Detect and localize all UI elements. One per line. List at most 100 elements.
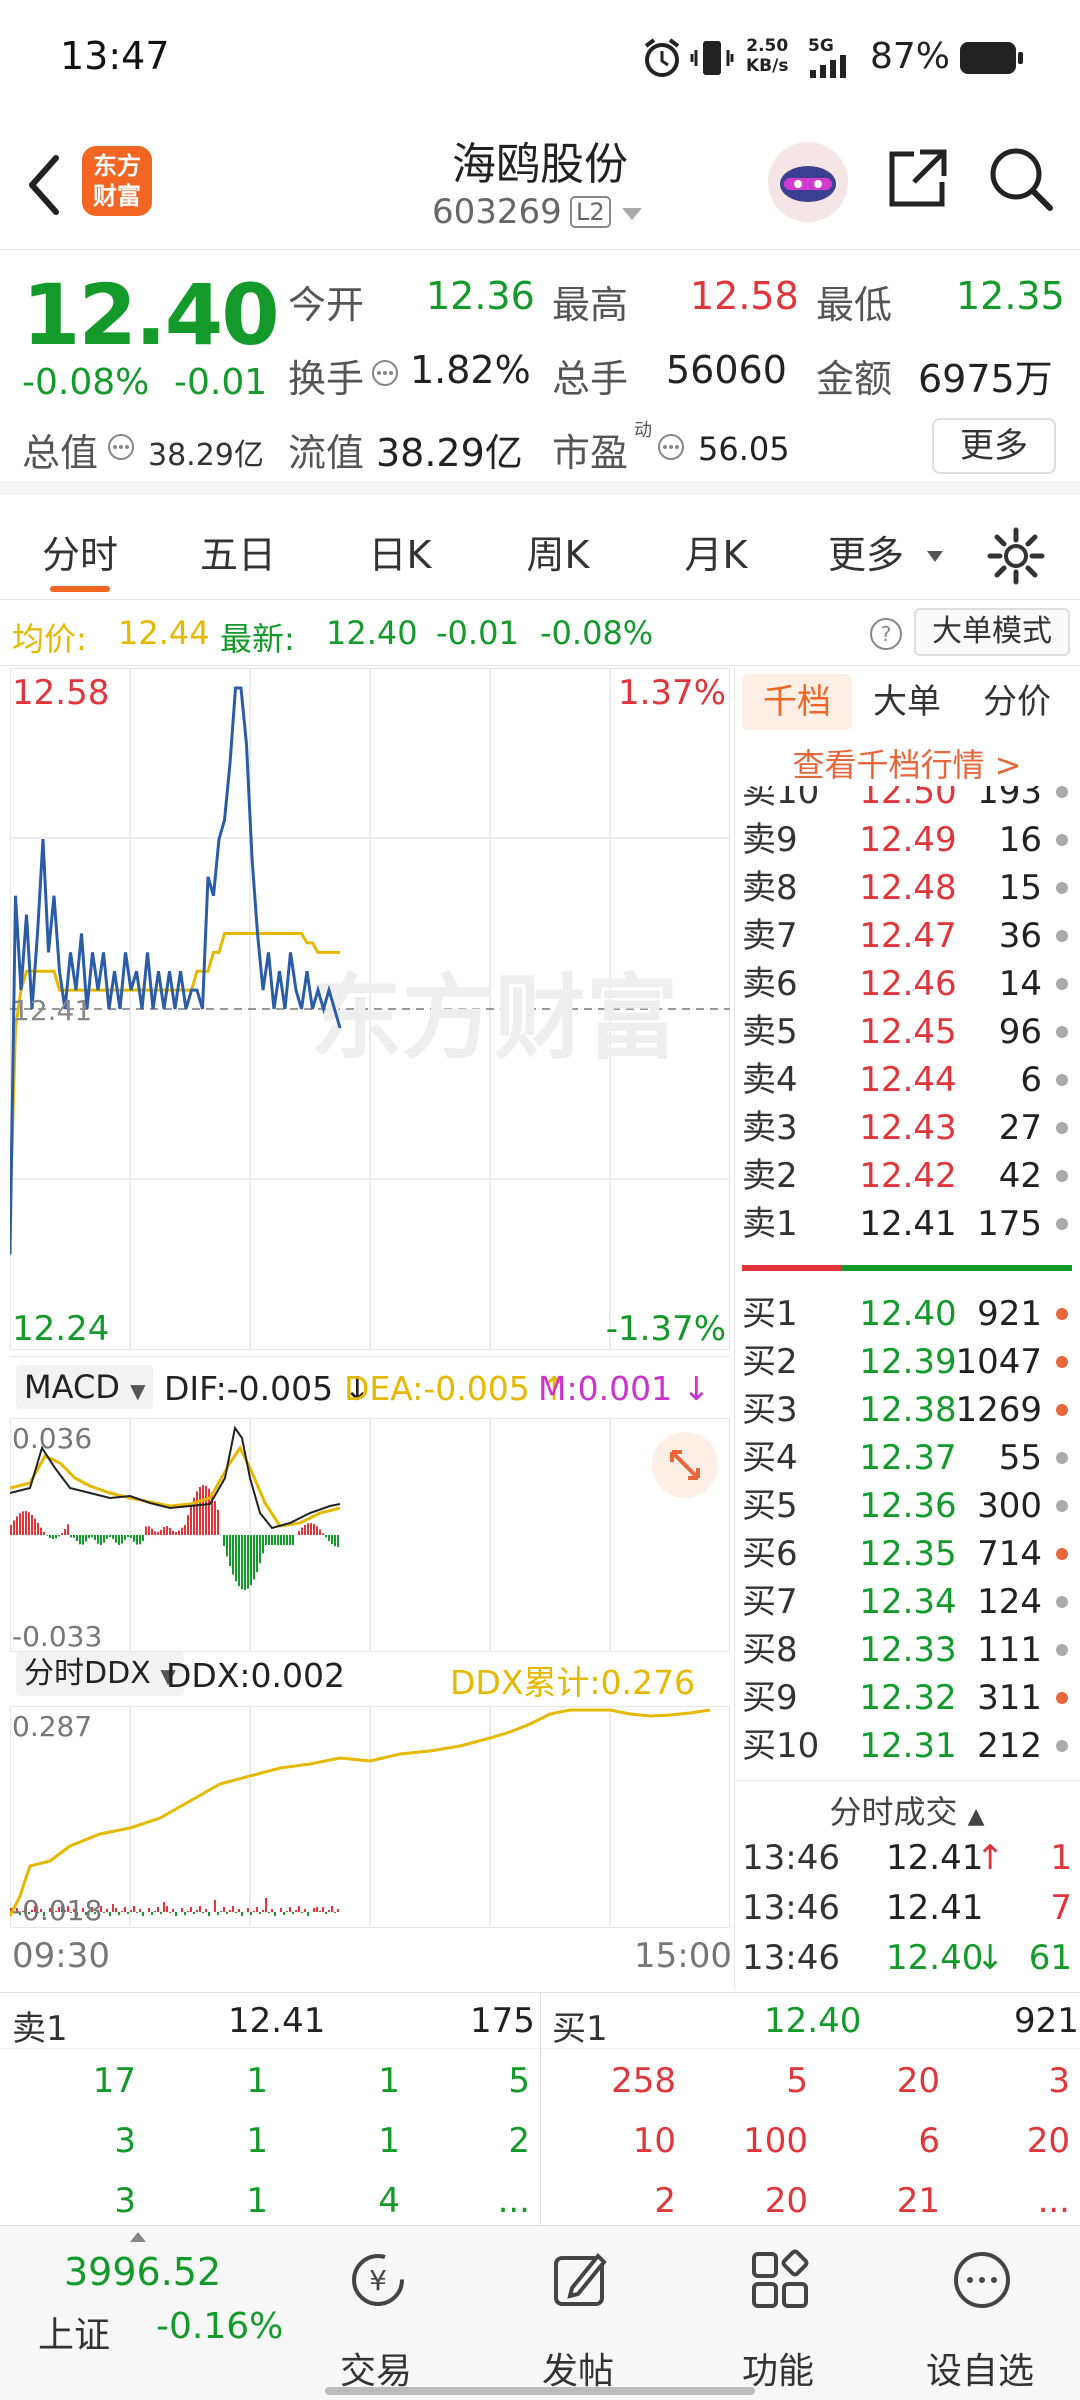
ddx-bar <box>58 1907 60 1912</box>
bid-row[interactable]: 买8 12.33 111 <box>742 1626 1072 1674</box>
mktcap-label: 总值 <box>22 431 99 475</box>
ref-price-label: 12.41 <box>12 994 92 1027</box>
macd-bar <box>16 1516 18 1535</box>
nav-trade[interactable]: ¥ 交易 <box>276 2226 476 2400</box>
ask-row[interactable]: 卖2 12.42 42 <box>742 1152 1072 1200</box>
price-line <box>10 686 342 1255</box>
macd-selector[interactable]: MACD ▼ <box>16 1365 154 1409</box>
ask-row[interactable]: 卖7 12.47 36 <box>742 912 1072 960</box>
ddx-bar <box>325 1912 327 1914</box>
ddx-bar <box>268 1912 270 1913</box>
trades-header[interactable]: 分时成交 ▲ <box>734 1780 1080 1831</box>
ddx-bar <box>328 1910 330 1912</box>
stock-name: 海鸥股份 <box>452 139 628 190</box>
ddx-bar <box>103 1912 105 1913</box>
bid-row[interactable]: 买1 12.40 921 <box>742 1290 1072 1338</box>
assistant-avatar[interactable] <box>768 142 848 222</box>
macd-bar <box>103 1535 105 1543</box>
bid-row[interactable]: 买9 12.32 311 <box>742 1674 1072 1722</box>
bid-row[interactable]: 买2 12.39 1047 <box>742 1338 1072 1386</box>
app-logo[interactable]: 东方 财富 <box>82 146 152 216</box>
info-icon[interactable] <box>656 432 686 462</box>
tab-daily-k[interactable]: 日K <box>368 533 432 577</box>
depth-view-link[interactable]: 查看千档行情 > <box>792 746 1022 784</box>
ddx-selector[interactable]: 分时DDX ▼ <box>16 1652 184 1696</box>
macd-bar <box>85 1535 87 1542</box>
nav-post[interactable]: 发帖 <box>478 2226 678 2400</box>
ddx-bar <box>163 1902 165 1912</box>
ask-row[interactable]: 卖3 12.43 27 <box>742 1104 1072 1152</box>
bid-row[interactable]: 买4 12.37 55 <box>742 1434 1072 1482</box>
nav-functions[interactable]: 功能 <box>678 2226 878 2400</box>
svg-text:?: ? <box>881 622 892 646</box>
macd-bar <box>253 1535 255 1580</box>
ddx-bar <box>169 1912 171 1913</box>
macd-bar <box>169 1527 171 1535</box>
big-order-mode-button[interactable]: 大单模式 <box>914 608 1070 656</box>
queue-buy-label: 买1 <box>552 2009 608 2049</box>
tab-price-dist[interactable]: 分价 <box>983 682 1051 722</box>
tab-five-day[interactable]: 五日 <box>199 533 276 577</box>
tab-depth[interactable]: 千档 <box>742 674 852 730</box>
ask-row[interactable]: 卖1 12.41 175 <box>742 1200 1072 1248</box>
bid-row[interactable]: 买7 12.34 124 <box>742 1578 1072 1626</box>
battery-icon <box>960 42 1023 74</box>
bottom-nav: 3996.52 上证 -0.16% ¥ 交易 发帖 功能 设自选 <box>0 2225 1080 2400</box>
tab-big-orders[interactable]: 大单 <box>873 682 941 722</box>
ddx-bar <box>121 1911 123 1912</box>
tab-intraday[interactable]: 分时 <box>41 533 118 577</box>
search-icon[interactable] <box>986 144 1056 214</box>
ask-row[interactable]: 卖4 12.44 6 <box>742 1056 1072 1104</box>
ddx-bar <box>154 1911 156 1912</box>
macd-bar <box>292 1535 294 1545</box>
ask-row[interactable]: 卖8 12.48 15 <box>742 864 1072 912</box>
bid-row[interactable]: 买3 12.38 1269 <box>742 1386 1072 1434</box>
ask-row[interactable]: 卖6 12.46 14 <box>742 960 1072 1008</box>
ddx-bar <box>64 1910 66 1912</box>
current-price: 12.40 <box>22 266 280 364</box>
tab-monthly-k[interactable]: 月K <box>684 533 748 577</box>
macd-chart[interactable]: 0.036 -0.033 <box>10 1418 730 1652</box>
ddx-bar <box>133 1906 135 1912</box>
more-button[interactable]: 更多 <box>932 418 1056 474</box>
ask-row[interactable]: 卖5 12.45 96 <box>742 1008 1072 1056</box>
macd-bar <box>46 1535 48 1536</box>
bid-row[interactable]: 买10 12.31 212 <box>742 1722 1072 1770</box>
battery-percent: 87% <box>870 36 951 77</box>
ask-row[interactable]: 卖9 12.49 16 <box>742 816 1072 864</box>
macd-bar <box>31 1514 33 1535</box>
ddx-chart[interactable]: 0.287 -0.018 <box>10 1706 730 1928</box>
ask-row[interactable]: 卖10 12.50 193 <box>742 786 1072 816</box>
macd-bar <box>100 1535 102 1545</box>
macd-m: M:0.001 ↓ <box>538 1369 711 1408</box>
bid-row[interactable]: 买5 12.36 300 <box>742 1482 1072 1530</box>
index-ticker[interactable]: 3996.52 上证 -0.16% <box>0 2226 283 2400</box>
info-icon[interactable] <box>370 358 400 388</box>
stock-header: 东方 财富 海鸥股份 603269 L2 <box>0 120 1080 250</box>
ddx-bar <box>127 1912 129 1914</box>
ddx-bar <box>43 1912 45 1916</box>
tab-more[interactable]: 更多 <box>827 533 904 577</box>
expand-chart-button[interactable] <box>652 1432 718 1498</box>
chevron-down-icon[interactable] <box>620 206 644 224</box>
chevron-up-icon <box>130 2232 146 2242</box>
intraday-chart[interactable]: 东方财富 12.58 12.24 1.37% -1.37% 12.41 <box>10 668 730 1350</box>
macd-bar <box>208 1488 210 1535</box>
macd-bar <box>262 1535 264 1554</box>
tab-weekly-k[interactable]: 周K <box>526 533 590 577</box>
bid-row[interactable]: 买6 12.35 714 <box>742 1530 1072 1578</box>
macd-bar <box>73 1535 75 1538</box>
macd-bar <box>121 1535 123 1544</box>
pe-label: 市盈 <box>552 431 629 475</box>
settings-gear-icon[interactable] <box>986 526 1046 586</box>
back-arrow-icon[interactable] <box>22 150 66 220</box>
share-icon[interactable] <box>884 146 950 212</box>
info-icon[interactable] <box>106 432 136 462</box>
ddx-bar <box>313 1908 315 1912</box>
level2-badge[interactable]: L2 <box>570 196 611 228</box>
help-icon[interactable]: ? <box>868 616 904 652</box>
nav-add-watchlist[interactable]: 设自选 <box>880 2226 1080 2400</box>
chevron-down-icon[interactable] <box>926 550 944 564</box>
